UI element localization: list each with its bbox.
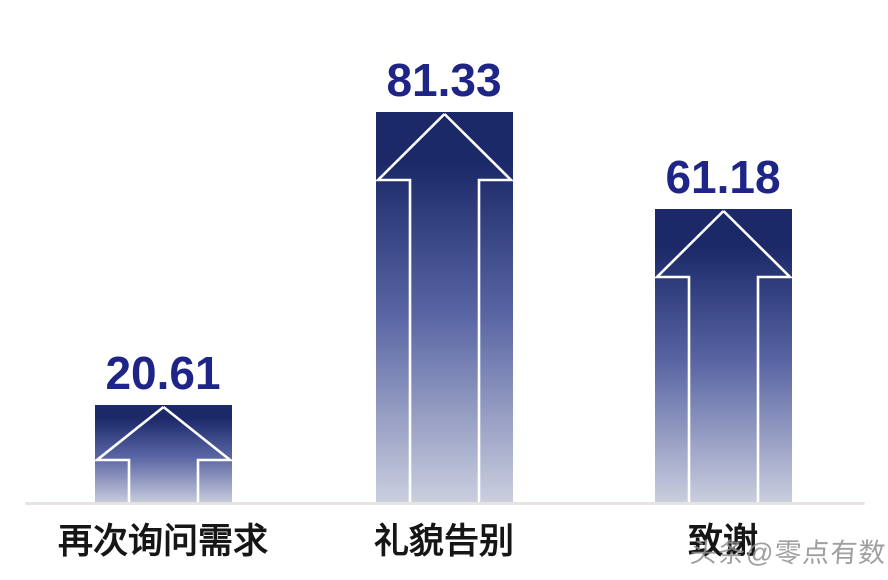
bar-value-label: 81.33	[386, 54, 502, 106]
up-arrow-outline-icon	[94, 405, 232, 505]
watermark-text: 头条@零点有数	[688, 538, 888, 568]
x-axis-line	[25, 502, 865, 505]
category-label: 致谢	[687, 522, 758, 561]
arrow-bar	[375, 112, 513, 505]
up-arrow-outline-icon	[375, 113, 513, 505]
arrow-bar	[94, 405, 232, 505]
bar-value-label: 20.61	[105, 347, 221, 399]
up-arrow-outline-icon	[654, 210, 792, 505]
category-label: 礼貌告别	[373, 522, 514, 561]
bar-value-label: 61.18	[665, 151, 781, 203]
category-label: 再次询问需求	[57, 522, 268, 561]
arrow-bar	[654, 209, 792, 505]
